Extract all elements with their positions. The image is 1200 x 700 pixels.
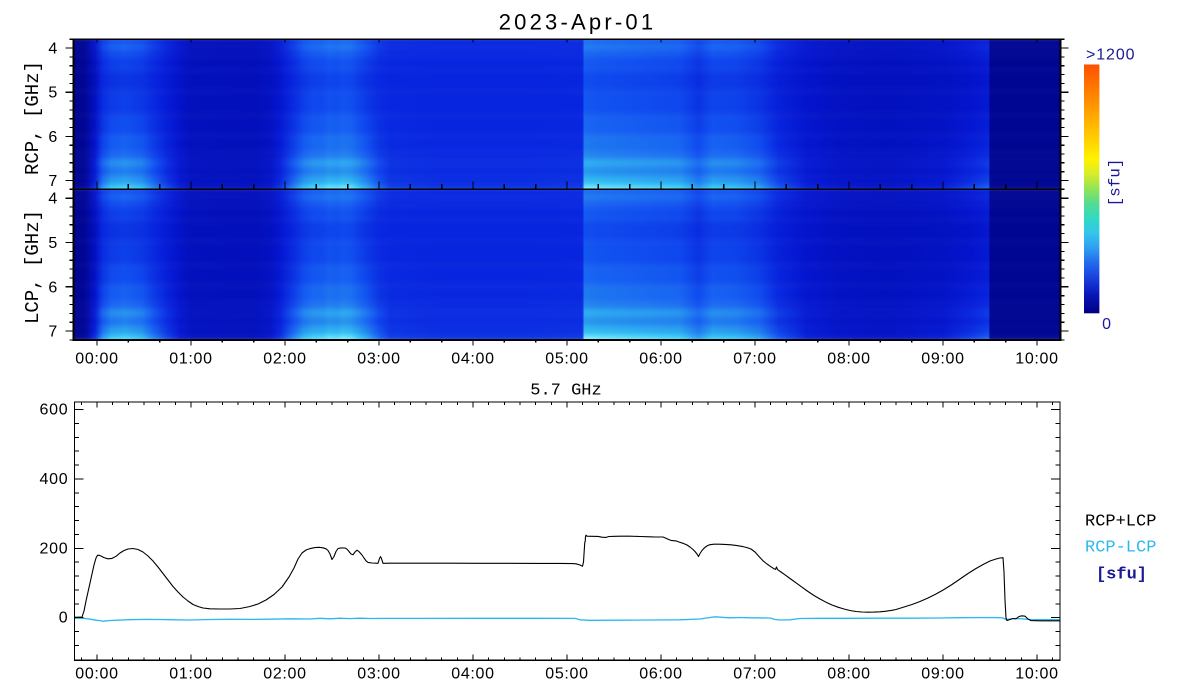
svg-text:[sfu]: [sfu] <box>1107 158 1125 206</box>
svg-text:RCP+LCP: RCP+LCP <box>1085 513 1156 532</box>
svg-text:4: 4 <box>48 191 58 208</box>
svg-text:10:00: 10:00 <box>1015 351 1059 368</box>
svg-text:10:00: 10:00 <box>1015 666 1059 683</box>
svg-text:200: 200 <box>40 540 69 557</box>
svg-text:09:00: 09:00 <box>921 351 965 368</box>
svg-text:01:00: 01:00 <box>169 666 213 683</box>
svg-text:07:00: 07:00 <box>733 666 777 683</box>
svg-text:5.7 GHz: 5.7 GHz <box>530 382 601 401</box>
svg-text:03:00: 03:00 <box>357 666 401 683</box>
svg-text:00:00: 00:00 <box>75 666 119 683</box>
svg-text:7: 7 <box>48 173 58 190</box>
svg-text:03:00: 03:00 <box>357 351 401 368</box>
svg-text:RCP-LCP: RCP-LCP <box>1085 539 1156 558</box>
svg-text:7: 7 <box>48 324 58 341</box>
svg-text:04:00: 04:00 <box>451 666 495 683</box>
svg-text:08:00: 08:00 <box>827 666 871 683</box>
svg-text:05:00: 05:00 <box>545 351 589 368</box>
svg-text:09:00: 09:00 <box>921 666 965 683</box>
svg-text:08:00: 08:00 <box>827 351 871 368</box>
svg-text:LCP, [GHz]: LCP, [GHz] <box>22 210 44 324</box>
svg-text:02:00: 02:00 <box>263 666 307 683</box>
svg-text:0: 0 <box>59 610 69 627</box>
svg-text:5: 5 <box>48 235 58 252</box>
svg-text:06:00: 06:00 <box>639 666 683 683</box>
svg-text:[sfu]: [sfu] <box>1096 566 1147 585</box>
svg-text:05:00: 05:00 <box>545 666 589 683</box>
svg-text:6: 6 <box>48 129 58 146</box>
svg-text:00:00: 00:00 <box>75 351 119 368</box>
svg-text:2023-Apr-01: 2023-Apr-01 <box>499 10 657 35</box>
svg-text:07:00: 07:00 <box>733 351 777 368</box>
svg-text:04:00: 04:00 <box>451 351 495 368</box>
svg-text:01:00: 01:00 <box>169 351 213 368</box>
svg-text:5: 5 <box>48 85 58 102</box>
svg-text:02:00: 02:00 <box>263 351 307 368</box>
svg-text:600: 600 <box>40 402 69 419</box>
svg-text:RCP, [GHz]: RCP, [GHz] <box>22 61 44 175</box>
svg-text:06:00: 06:00 <box>639 351 683 368</box>
svg-text:>1200: >1200 <box>1086 47 1135 64</box>
svg-text:400: 400 <box>40 471 69 488</box>
svg-text:6: 6 <box>48 279 58 296</box>
svg-text:4: 4 <box>48 41 58 58</box>
svg-text:0: 0 <box>1102 316 1112 333</box>
